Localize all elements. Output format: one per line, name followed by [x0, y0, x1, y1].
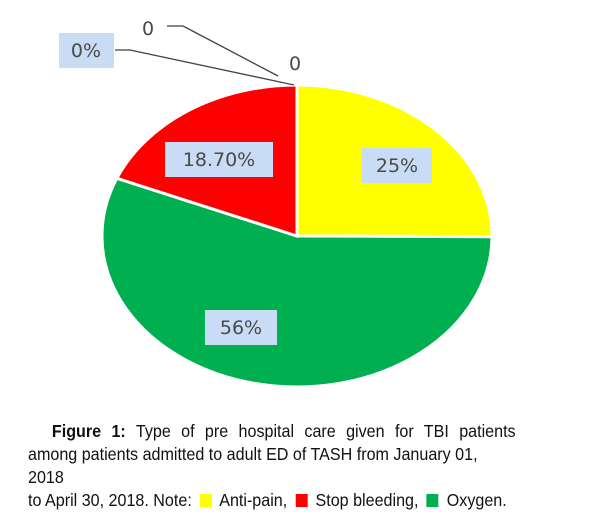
data-label-box-oxygen [205, 310, 277, 345]
data-label-oxygen: 56% [220, 317, 262, 339]
leader-line-0pct [129, 49, 295, 86]
legend-swatch-anti-pain [199, 494, 212, 507]
data-label-box-0pct [59, 33, 114, 68]
legend-swatch-stop-bleeding [295, 494, 308, 507]
legend-swatch-oxygen [426, 494, 439, 507]
legend-label-oxygen: Oxygen. [446, 490, 507, 510]
pie-slice-oxygen [100, 176, 494, 389]
data-label-stop-bleeding: 18.70% [183, 149, 255, 171]
legend-label-anti-pain: Anti-pain, [219, 490, 288, 510]
figure-caption: Figure 1: Type of pre hospital care give… [28, 420, 516, 512]
pie-chart: 0% 0 0 18.70% 25% 56% [59, 18, 494, 389]
caption-prefix: Figure 1: [51, 421, 126, 441]
caption-line1: Type of pre hospital care given for TBI … [135, 421, 516, 441]
data-label-box-stop-bleeding [165, 142, 273, 177]
data-label-box-anti-pain [362, 148, 432, 183]
leader-line-0-top [182, 25, 279, 77]
data-label-anti-pain: 25% [376, 155, 418, 177]
data-label-0pct: 0% [71, 40, 101, 62]
caption-line3: to April 30, 2018. Note: [28, 490, 192, 510]
data-label-0-top: 0 [142, 18, 154, 40]
caption-line2: among patients admitted to adult ED of T… [28, 444, 478, 487]
legend-label-stop-bleeding: Stop bleeding, [315, 490, 419, 510]
data-label-0-right: 0 [289, 53, 301, 75]
